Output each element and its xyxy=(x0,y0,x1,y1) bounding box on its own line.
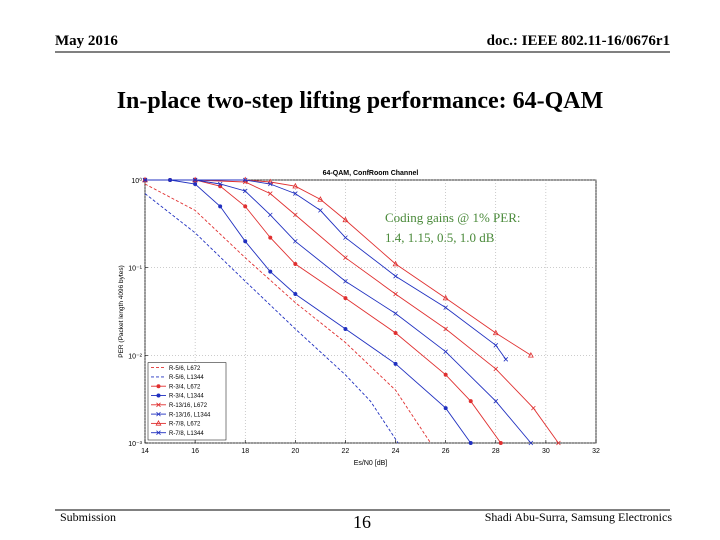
marker xyxy=(318,208,323,213)
marker xyxy=(393,361,398,366)
marker xyxy=(156,402,161,408)
marker xyxy=(218,184,223,189)
marker xyxy=(267,191,273,196)
marker xyxy=(268,269,273,274)
annotation: Coding gains @ 1% PER: xyxy=(385,210,520,225)
marker xyxy=(218,204,223,209)
x-tick-label: 24 xyxy=(392,448,400,455)
marker xyxy=(443,406,448,411)
legend-label: R-3/4, L672 xyxy=(169,384,201,390)
marker xyxy=(531,405,536,411)
marker xyxy=(343,255,348,260)
marker xyxy=(142,177,148,183)
marker xyxy=(493,343,499,348)
slide-title: In-place two-step lifting performance: 6… xyxy=(117,88,604,114)
marker xyxy=(393,330,398,335)
marker xyxy=(192,177,198,183)
header-date: May 2016 xyxy=(55,33,118,49)
x-tick-label: 26 xyxy=(442,448,450,455)
legend-label: R-5/6, L1344 xyxy=(169,375,204,381)
y-tick-label: 10⁻³ xyxy=(128,441,142,448)
x-tick-label: 16 xyxy=(191,448,199,455)
marker xyxy=(492,329,499,336)
legend-label: R-13/16, L672 xyxy=(169,403,208,409)
footer-author: Shadi Abu-Surra, Samsung Electronics xyxy=(485,510,673,524)
legend-label: R-3/4, L1344 xyxy=(169,394,204,400)
marker xyxy=(498,440,503,445)
marker xyxy=(468,440,473,445)
marker xyxy=(317,196,324,202)
marker xyxy=(293,262,298,267)
y-tick-label: 10⁻¹ xyxy=(128,266,142,273)
series-line xyxy=(144,183,431,444)
series-line xyxy=(144,193,399,444)
chart-title: 64-QAM, ConfRoom Channel xyxy=(323,170,419,177)
x-tick-label: 32 xyxy=(592,448,600,455)
marker xyxy=(156,411,161,417)
marker xyxy=(242,177,248,183)
legend-label: R-7/8, L672 xyxy=(169,422,201,428)
marker xyxy=(528,440,534,446)
legend-box xyxy=(147,362,227,441)
legend-label: R-5/6, L672 xyxy=(169,366,201,372)
marker xyxy=(267,212,273,218)
marker xyxy=(493,366,499,372)
x-tick-label: 28 xyxy=(492,448,500,455)
marker xyxy=(156,393,161,398)
x-tick-label: 30 xyxy=(542,448,550,455)
marker xyxy=(443,372,448,377)
marker xyxy=(468,399,473,404)
marker xyxy=(393,291,398,297)
y-axis-label: PER (Packet length 4096 bytes) xyxy=(118,265,125,358)
marker xyxy=(193,182,198,187)
marker xyxy=(267,181,273,187)
annotation: 1.4, 1.15, 0.5, 1.0 dB xyxy=(385,230,495,245)
marker xyxy=(556,440,561,446)
marker xyxy=(393,311,398,316)
marker xyxy=(443,326,448,332)
x-tick-label: 20 xyxy=(291,448,299,455)
marker xyxy=(442,294,449,301)
marker xyxy=(155,420,162,426)
marker xyxy=(242,188,248,194)
marker xyxy=(443,305,448,310)
marker xyxy=(293,212,298,218)
marker xyxy=(393,273,398,279)
x-axis-label: Es/N0 [dB] xyxy=(354,460,388,467)
legend-label: R-13/16, L1344 xyxy=(169,412,211,418)
marker xyxy=(293,238,298,244)
marker xyxy=(293,191,298,196)
marker xyxy=(156,384,161,389)
marker xyxy=(268,235,273,240)
x-tick-label: 22 xyxy=(342,448,350,455)
header-doc: doc.: IEEE 802.11-16/0676r1 xyxy=(487,33,670,49)
marker xyxy=(392,260,399,267)
y-tick-label: 10⁻² xyxy=(128,353,142,360)
y-tick-label: 10⁰ xyxy=(131,177,142,185)
marker xyxy=(343,296,348,301)
x-tick-label: 14 xyxy=(141,448,149,455)
marker xyxy=(342,216,349,223)
marker xyxy=(243,204,248,209)
marker xyxy=(343,235,348,240)
marker xyxy=(156,430,161,435)
marker xyxy=(292,182,299,189)
marker xyxy=(527,351,534,358)
x-tick-label: 18 xyxy=(241,448,249,455)
marker xyxy=(493,398,499,404)
page-number: 16 xyxy=(353,512,371,532)
marker xyxy=(343,278,348,284)
marker xyxy=(343,326,348,331)
marker xyxy=(217,181,223,187)
footer-left: Submission xyxy=(60,510,116,524)
marker xyxy=(503,357,509,362)
marker xyxy=(293,292,298,297)
marker xyxy=(243,239,248,244)
chart: 64-QAM, ConfRoom Channel 14 16 18 20 22 24 26 28… xyxy=(118,170,600,467)
legend-label: R-7/8, L1344 xyxy=(169,431,204,437)
marker xyxy=(443,349,448,354)
